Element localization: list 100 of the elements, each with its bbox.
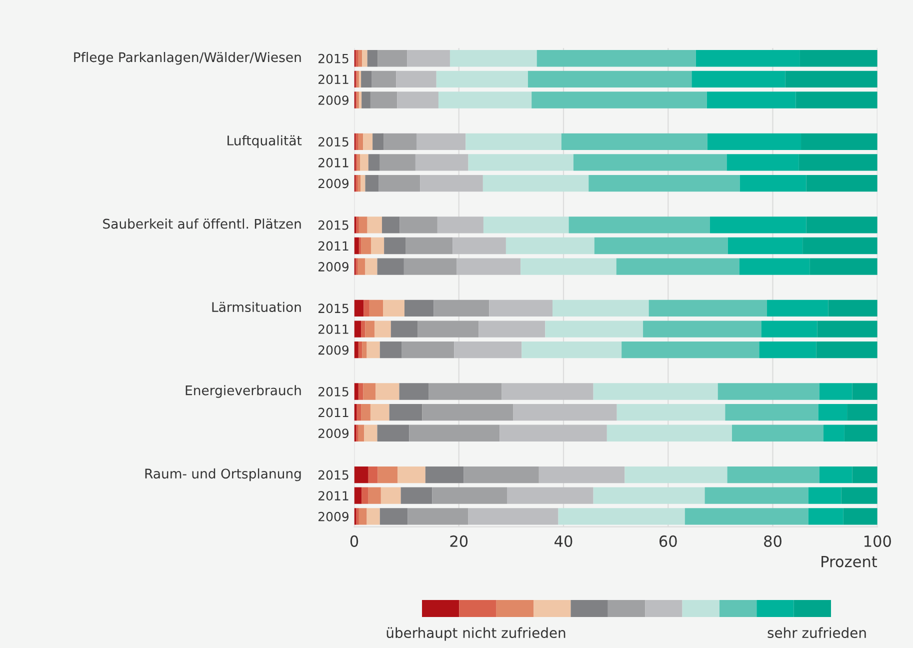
bar — [841, 487, 878, 504]
bar — [704, 487, 808, 504]
bar — [545, 320, 644, 338]
bar — [624, 466, 728, 484]
bar — [478, 320, 546, 338]
bar — [819, 383, 852, 400]
bar — [409, 424, 500, 442]
bar — [692, 70, 786, 88]
bar — [356, 404, 362, 421]
bar — [808, 508, 844, 525]
bar — [368, 154, 380, 171]
bar — [796, 92, 878, 108]
bar — [739, 258, 810, 275]
bar — [710, 216, 806, 234]
bar — [362, 50, 368, 67]
bar — [432, 487, 508, 504]
bar — [384, 133, 416, 150]
bar — [354, 342, 358, 358]
bar — [422, 404, 514, 421]
bar — [725, 404, 818, 421]
x-axis-title: Prozent — [822, 556, 878, 568]
text: Luftqualität — [228, 135, 302, 148]
y-tick-label: 2011 — [318, 74, 348, 84]
y-tick-label: 2015 — [318, 304, 348, 314]
bar — [456, 258, 521, 275]
bar — [370, 92, 398, 108]
bar — [358, 174, 361, 192]
bar — [402, 342, 454, 358]
y-tick-label: 2015 — [318, 137, 348, 147]
bar — [538, 466, 625, 484]
x-tick-label: 100 — [864, 535, 891, 547]
text: Raum- und Ortsplanung — [145, 468, 301, 482]
bar — [806, 216, 878, 234]
bar — [552, 300, 649, 317]
bar — [361, 404, 370, 421]
bar — [816, 342, 878, 358]
bar — [358, 258, 366, 275]
bar — [606, 424, 732, 442]
bar — [418, 320, 479, 338]
bar — [425, 466, 464, 484]
bar — [808, 487, 842, 504]
bar — [801, 133, 878, 150]
bar — [568, 216, 710, 234]
y-tick-label: 2011 — [318, 158, 348, 168]
bar — [648, 300, 768, 317]
bar — [450, 50, 537, 67]
bar — [616, 258, 740, 275]
bar — [358, 50, 362, 67]
bar — [358, 424, 364, 442]
bar — [377, 424, 410, 442]
bar — [847, 404, 878, 421]
bar — [384, 237, 406, 254]
bar — [362, 487, 368, 504]
bar — [817, 320, 878, 338]
bar — [396, 70, 436, 88]
bar — [397, 92, 438, 108]
bar — [358, 92, 362, 108]
bar — [380, 342, 402, 358]
bar — [360, 154, 368, 171]
bar — [466, 133, 562, 150]
bar — [362, 92, 370, 108]
bar — [506, 237, 594, 254]
bar — [573, 154, 727, 171]
bar — [357, 154, 360, 171]
bar — [828, 300, 878, 317]
bar — [361, 320, 366, 338]
bar — [358, 70, 362, 88]
bar — [380, 154, 416, 171]
bar — [369, 300, 384, 317]
bar — [767, 300, 828, 317]
bar — [520, 258, 616, 275]
bar — [727, 466, 820, 484]
bar — [354, 383, 358, 400]
bar — [370, 237, 384, 254]
bar — [358, 133, 364, 150]
bar — [415, 154, 468, 171]
bar — [354, 300, 364, 317]
bar — [852, 466, 878, 484]
bar — [500, 424, 607, 442]
bar — [365, 320, 375, 338]
bar — [798, 154, 878, 171]
bar — [377, 258, 404, 275]
y-tick-label: 2011 — [318, 241, 348, 251]
bar — [558, 508, 685, 525]
bar — [437, 216, 484, 234]
bar — [684, 508, 808, 525]
bar — [378, 466, 398, 484]
bar — [356, 133, 358, 150]
bar — [356, 508, 359, 525]
bar — [383, 300, 404, 317]
x-tick-label: 0 — [350, 535, 358, 547]
text: sehr zufrieden — [768, 627, 866, 638]
bar — [361, 237, 371, 254]
bar — [454, 342, 522, 358]
bar — [468, 508, 558, 525]
bar — [622, 342, 760, 358]
bar — [364, 300, 370, 317]
bar — [362, 342, 367, 358]
text: überhaupt nicht zufrieden — [386, 627, 566, 641]
bar — [482, 174, 589, 192]
